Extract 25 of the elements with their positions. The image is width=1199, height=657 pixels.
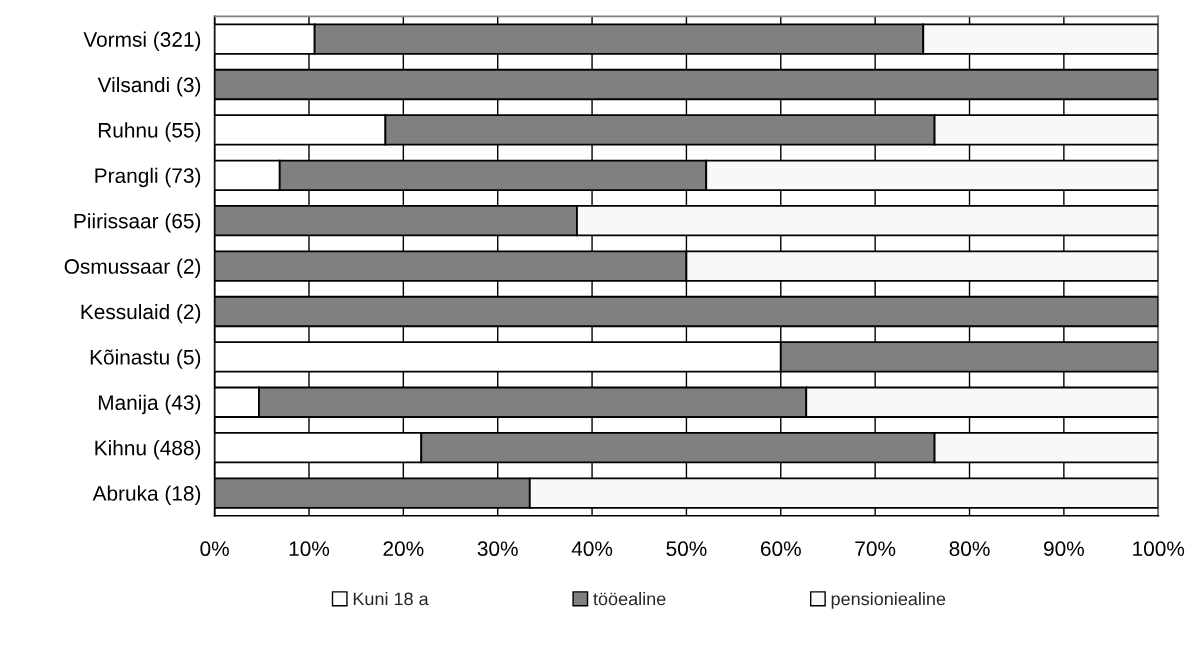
y-tick-label: Ruhnu (55) [98,122,201,142]
x-tick-label: 10% [289,541,330,557]
x-tick-label: 50% [666,541,707,557]
y-tick-label: Kihnu (488) [95,440,201,460]
y-tick-label: Piirissaar (65) [74,213,201,233]
y-tick-label: Vormsi (321) [83,31,201,51]
x-tick-label: 60% [761,541,801,557]
legend-label: pensioniealine [831,592,946,609]
x-tick-label: 20% [383,541,424,557]
x-tick-label: 100% [1133,541,1185,557]
legend-label: tööealine [593,592,666,606]
y-tick-label: Abruka (18) [92,485,201,505]
legend-label: Kuni 18 a [353,592,429,606]
y-tick-label: Kõinastu (5) [90,349,201,369]
x-tick-label: 90% [1044,541,1084,557]
y-tick-label: Kessulaid (2) [81,303,201,324]
x-tick-label: 80% [949,541,990,557]
y-tick-label: Vilsandi (3) [97,76,201,97]
y-tick-label: Prangli (73) [95,167,201,188]
x-tick-label: 40% [571,541,613,557]
y-tick-label: Manija (43) [98,394,201,415]
y-tick-label: Osmussaar (2) [64,258,201,278]
x-tick-label: 0% [200,541,229,557]
x-tick-label: 30% [477,541,518,557]
x-tick-label: 70% [855,541,896,557]
